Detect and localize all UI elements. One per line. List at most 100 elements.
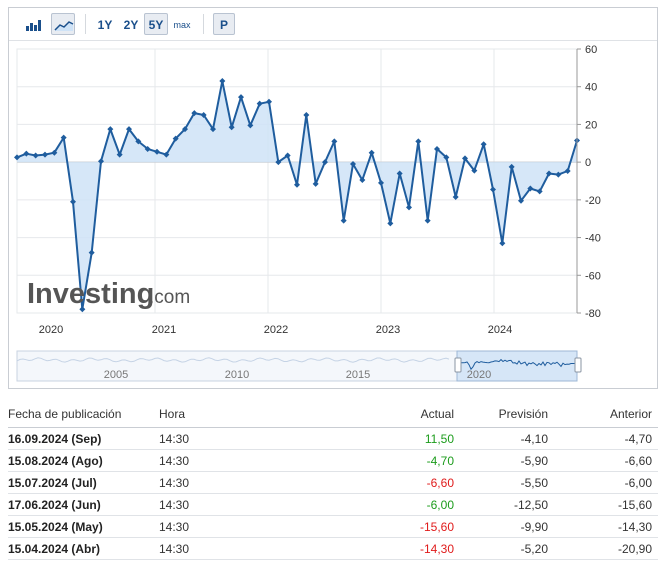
data-point xyxy=(275,159,282,166)
row-previous: -6,60 xyxy=(624,454,652,468)
chart-panel: 1Y 2Y 5Y max P 60 40 20 0 -20 -40 -60 -80 2020 2… xyxy=(8,7,658,389)
x-tick-label: 2021 xyxy=(152,324,176,336)
row-date: 15.04.2024 (Abr) xyxy=(8,542,101,556)
table-row: 15.05.2024 (May) 14:30 -15,60 -9,90 -14,30 xyxy=(8,516,658,538)
y-tick-label: 40 xyxy=(585,82,597,94)
row-date: 17.06.2024 (Jun) xyxy=(8,498,101,512)
data-point xyxy=(462,155,468,162)
data-point xyxy=(518,197,524,204)
y-tick-label: 0 xyxy=(585,157,591,169)
table-header: Fecha de publicación Hora Actual Previsi… xyxy=(8,400,658,428)
header-date[interactable]: Fecha de publicación xyxy=(8,407,122,421)
header-forecast[interactable]: Previsión xyxy=(498,407,548,421)
data-point xyxy=(368,149,375,156)
row-actual: -15,60 xyxy=(419,520,454,534)
row-time: 14:30 xyxy=(159,520,190,534)
data-point xyxy=(144,145,151,152)
table-row: 17.06.2024 (Jun) 14:30 -6,00 -12,50 -15,60 xyxy=(8,494,658,516)
series-points xyxy=(14,78,580,313)
range-5y-button[interactable]: 5Y xyxy=(144,13,168,35)
range-max-button[interactable]: max xyxy=(173,20,191,30)
navigator-label: 2020 xyxy=(467,369,491,381)
row-time: 14:30 xyxy=(159,476,190,490)
row-actual: -4,70 xyxy=(426,454,454,468)
data-point xyxy=(378,179,384,186)
y-tick-label: -20 xyxy=(585,195,601,207)
data-point xyxy=(406,204,412,211)
data-point xyxy=(88,249,95,256)
watermark-suffix: .com xyxy=(149,287,190,308)
area-chart-icon[interactable] xyxy=(51,13,75,35)
data-point xyxy=(228,124,235,131)
data-point xyxy=(98,158,104,165)
table-row: 15.07.2024 (Jul) 14:30 -6,60 -5,50 -6,00 xyxy=(8,472,658,494)
row-date: 16.09.2024 (Sep) xyxy=(8,432,102,446)
data-point xyxy=(23,150,30,157)
data-point xyxy=(219,78,226,85)
data-point xyxy=(266,98,272,105)
data-point xyxy=(42,151,48,158)
data-point xyxy=(331,138,338,145)
navigator-window xyxy=(456,350,578,382)
navigator-history-line xyxy=(16,357,450,363)
data-point xyxy=(172,135,179,142)
data-point xyxy=(60,134,67,141)
range-2y-button[interactable]: 2Y xyxy=(123,18,139,32)
row-forecast: -4,10 xyxy=(520,432,548,446)
data-point xyxy=(210,126,216,133)
row-previous: -20,90 xyxy=(617,542,652,556)
data-point xyxy=(415,138,422,145)
header-time[interactable]: Hora xyxy=(159,407,186,421)
data-point xyxy=(79,306,86,313)
header-actual[interactable]: Actual xyxy=(420,407,454,421)
x-tick-label: 2023 xyxy=(376,324,400,336)
toolbar-divider xyxy=(203,14,204,34)
data-point xyxy=(434,145,440,152)
x-tick-label: 2024 xyxy=(488,324,512,336)
data-point xyxy=(443,154,450,161)
investing-watermark: Investing .com xyxy=(27,278,190,310)
table-row: 15.08.2024 (Ago) 14:30 -4,70 -5,90 -6,60 xyxy=(8,450,658,472)
x-tick-label: 2022 xyxy=(264,324,288,336)
row-actual: -6,60 xyxy=(426,476,454,490)
chart-svg: 60 40 20 0 -20 -40 -60 -80 2020 2021 2022 2023 2024… xyxy=(14,44,601,382)
data-point xyxy=(116,151,123,158)
row-forecast: -12,50 xyxy=(513,498,548,512)
data-point xyxy=(256,100,263,107)
y-tick-label: 60 xyxy=(585,44,597,56)
header-previous[interactable]: Anterior xyxy=(609,407,652,421)
navigator-label: 2015 xyxy=(346,369,370,381)
row-forecast: -5,50 xyxy=(520,476,548,490)
row-forecast: -9,90 xyxy=(520,520,548,534)
range-1y-button[interactable]: 1Y xyxy=(97,18,113,32)
navigator-label: 2010 xyxy=(225,369,249,381)
navigator-handle xyxy=(454,357,462,373)
data-point xyxy=(322,159,328,166)
p-button[interactable]: P xyxy=(213,13,235,35)
data-point xyxy=(294,181,300,188)
row-actual: -6,00 xyxy=(426,498,454,512)
row-actual: 11,50 xyxy=(424,432,454,446)
data-point xyxy=(107,126,114,133)
data-point xyxy=(191,110,198,117)
data-point xyxy=(350,161,356,168)
row-previous: -6,00 xyxy=(624,476,652,490)
bar-chart-icon[interactable] xyxy=(21,13,45,35)
data-point xyxy=(359,177,366,184)
navigator[interactable]: 2005 2010 2015 2020 xyxy=(16,350,582,382)
y-tick-label: 20 xyxy=(585,119,597,131)
data-point xyxy=(480,141,487,148)
row-date: 15.08.2024 (Ago) xyxy=(8,454,103,468)
navigator-label: 2005 xyxy=(104,369,128,381)
data-point xyxy=(238,94,244,101)
data-point xyxy=(471,167,478,174)
data-point xyxy=(546,170,552,177)
table-row: 15.04.2024 (Abr) 14:30 -14,30 -5,20 -20,90 xyxy=(8,538,658,560)
row-previous: -15,60 xyxy=(617,498,652,512)
y-tick-label: -60 xyxy=(585,270,601,282)
row-time: 14:30 xyxy=(159,454,190,468)
data-point xyxy=(312,180,319,187)
row-time: 14:30 xyxy=(159,498,190,512)
data-point xyxy=(508,163,515,170)
y-tick-label: -40 xyxy=(585,233,601,245)
